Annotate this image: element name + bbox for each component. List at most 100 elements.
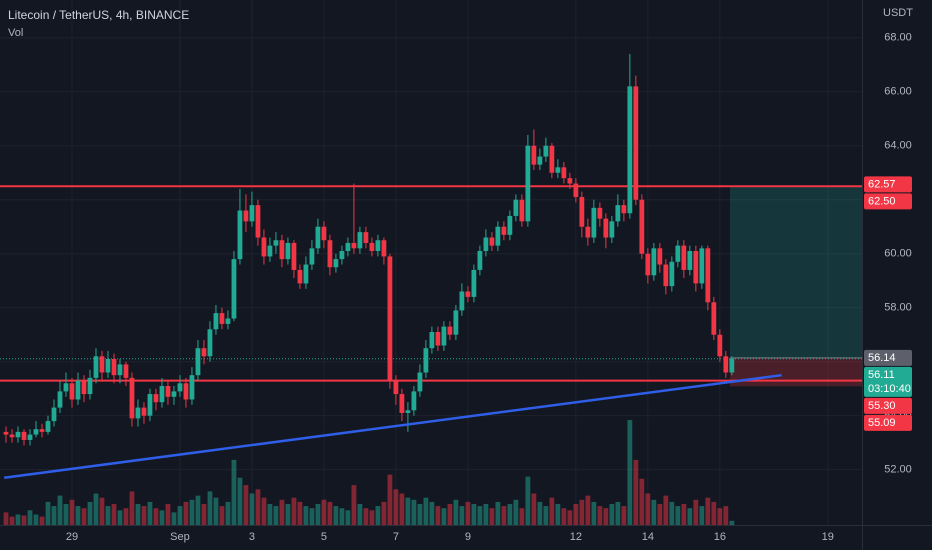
candle-body — [21, 431, 27, 440]
candle-body — [141, 407, 147, 416]
candle-body — [417, 372, 423, 392]
trend-line — [4, 373, 782, 480]
volume-bar — [615, 501, 621, 525]
volume-bar — [291, 497, 297, 525]
volume-bar — [369, 510, 375, 525]
x-tick-label: 19 — [822, 531, 834, 543]
volume-bar — [717, 508, 723, 525]
candle-body — [51, 407, 57, 422]
volume-bar — [171, 512, 177, 525]
price-label: 62.50 — [868, 195, 896, 207]
volume-bar — [339, 508, 345, 525]
y-tick-label: 58.00 — [884, 302, 912, 314]
candle-body — [453, 310, 459, 335]
x-tick-label: 3 — [249, 531, 255, 543]
volume-bar — [387, 474, 393, 525]
plot-area — [0, 53, 862, 525]
volume-bar — [183, 501, 189, 525]
volume-bar — [711, 501, 717, 525]
volume-bar — [435, 506, 441, 525]
candle-body — [207, 329, 213, 357]
volume-bar — [483, 504, 489, 525]
candle-body — [375, 240, 381, 252]
candle-body — [219, 313, 225, 324]
volume-bar — [117, 510, 123, 525]
candle-body — [87, 377, 93, 395]
volume-bar — [129, 491, 135, 525]
volume-bar — [651, 499, 657, 525]
volume-bar — [519, 508, 525, 525]
candle-body — [309, 248, 315, 265]
price-label-box — [864, 366, 912, 397]
volume-bar — [93, 493, 99, 525]
volume-bar — [315, 504, 321, 525]
candle-body — [345, 242, 351, 252]
candle-body — [543, 145, 549, 157]
x-tick-label: 5 — [321, 531, 327, 543]
volume-bar — [177, 506, 183, 525]
volume-bar — [381, 501, 387, 525]
volume-bar — [279, 499, 285, 525]
candle-body — [567, 178, 573, 184]
volume-bar — [423, 497, 429, 525]
volume-bar — [261, 497, 267, 525]
volume-bar — [489, 508, 495, 525]
candle-body — [369, 242, 375, 252]
candle-body — [669, 261, 675, 287]
x-tick-label: 14 — [642, 531, 654, 543]
candle-body — [33, 429, 39, 435]
volume-bar — [531, 493, 537, 525]
candle-body — [471, 269, 477, 297]
volume-bar — [513, 499, 519, 525]
candle-body — [489, 237, 495, 246]
candle-body — [231, 259, 237, 319]
volume-bar — [69, 499, 75, 525]
volume-bar — [219, 506, 225, 525]
volume-bar — [39, 516, 45, 525]
candle-body — [537, 156, 543, 165]
volume-bar — [81, 508, 87, 525]
volume-bar — [669, 501, 675, 525]
candle-body — [237, 210, 243, 260]
volume-bar — [231, 459, 237, 525]
volume-bar — [699, 506, 705, 525]
volume-bar — [561, 508, 567, 525]
x-tick-label: Sep — [170, 531, 190, 543]
volume-bar — [591, 501, 597, 525]
volume-bar — [657, 504, 663, 525]
candle-body — [519, 199, 525, 222]
candle-body — [645, 253, 651, 276]
candle-body — [615, 205, 621, 222]
volume-bar — [447, 504, 453, 525]
price-label-box — [864, 176, 912, 193]
candle-body — [147, 394, 153, 416]
volume-label: Vol — [8, 27, 23, 39]
volume-bar — [399, 493, 405, 525]
candle-body — [153, 394, 159, 403]
candle-body — [357, 232, 363, 249]
candle-body — [681, 245, 687, 270]
candle-body — [447, 326, 453, 335]
candle-body — [129, 377, 135, 419]
candle-body — [267, 245, 273, 257]
volume-bar — [135, 504, 141, 525]
volume-bar — [33, 514, 39, 525]
volume-bar — [453, 499, 459, 525]
candle-body — [249, 205, 255, 222]
price-label: 56.14 — [868, 352, 896, 364]
candle-body — [555, 167, 561, 173]
volume-bar — [9, 516, 15, 525]
candle-body — [633, 86, 639, 200]
candle-body — [549, 145, 555, 173]
candle-body — [393, 380, 399, 395]
volume-bar — [471, 504, 477, 525]
candle-body — [639, 199, 645, 254]
candle-body — [423, 348, 429, 373]
y-tick-label: 52.00 — [884, 464, 912, 476]
candle-body — [9, 434, 15, 438]
volume-bar — [405, 497, 411, 525]
candle-body — [297, 269, 303, 284]
candle-body — [657, 248, 663, 265]
candle-body — [585, 226, 591, 238]
